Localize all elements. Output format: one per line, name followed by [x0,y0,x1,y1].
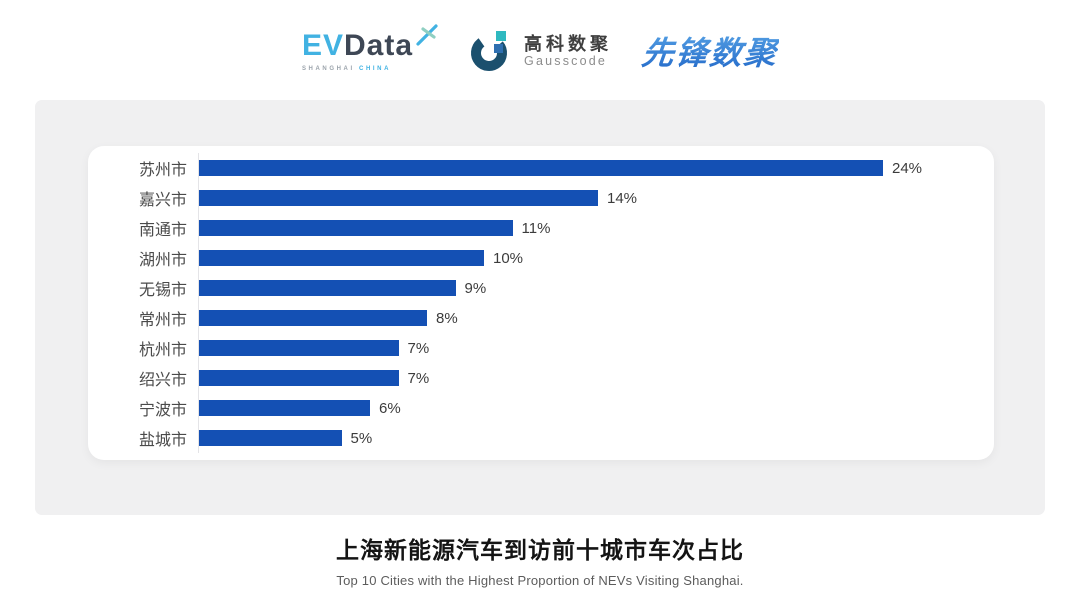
gausscode-mark-icon [471,31,508,71]
chart-title: 上海新能源汽车到访前十城市车次占比 [336,537,744,563]
category-label: 绍兴市 [138,372,187,389]
bar-track: 14% [198,183,980,213]
chart-row: 盐城市 5% [88,423,980,453]
value-label: 9% [464,279,487,297]
bar [199,340,399,356]
category-label: 杭州市 [138,342,187,359]
logo-header: EVData SHANGHAI CHINA 高科数聚 G [0,0,1080,96]
chart-panel: 苏州市 24% 嘉兴市 14% 南通市 11% 湖州市 10% 无锡市 9% 常州市 8% 杭州市 7% 绍… [35,100,1045,515]
evdata-tagline: SHANGHAI CHINA [302,66,391,72]
chart-row: 苏州市 24% [88,153,980,183]
bar-track: 7% [198,363,980,393]
chart-row: 无锡市 9% [88,273,980,303]
value-label: 8% [436,309,458,327]
category-label: 无锡市 [138,282,187,299]
value-label: 14% [607,189,638,207]
bar-track: 6% [198,393,980,423]
bar [199,310,427,326]
chart-row: 湖州市 10% [88,243,980,273]
chart-row: 宁波市 6% [88,393,980,423]
value-label: 24% [892,159,923,177]
value-label: 5% [350,429,373,447]
bar-track: 7% [198,333,980,363]
xianfeng-logo: 先锋数聚 [640,28,781,74]
xianfeng-text: 先锋数聚 [639,35,780,71]
category-label: 南通市 [138,222,187,239]
bar-track: 10% [198,243,980,273]
category-label: 苏州市 [138,162,187,179]
gausscode-logo: 高科数聚 Gausscode [469,28,612,74]
category-label: 嘉兴市 [138,192,187,209]
gausscode-en-text: Gausscode [524,53,608,68]
value-label: 6% [379,399,401,417]
category-label: 盐城市 [138,432,187,449]
evdata-wordmark: EVData [301,23,439,62]
bar-chart: 苏州市 24% 嘉兴市 14% 南通市 11% 湖州市 10% 无锡市 9% 常州市 8% 杭州市 7% 绍… [88,153,980,453]
bar [199,280,456,296]
evdata-shanghai-text: SHANGHAI [301,65,355,72]
chart-footer: 上海新能源汽车到访前十城市车次占比 Top 10 Cities with the… [0,531,1080,588]
value-label: 11% [521,219,551,237]
evdata-data-text: Data [343,28,414,62]
chart-row: 常州市 8% [88,303,980,333]
bar-track: 9% [198,273,980,303]
category-label: 常州市 [138,312,187,329]
chart-card: 苏州市 24% 嘉兴市 14% 南通市 11% 湖州市 10% 无锡市 9% 常州市 8% 杭州市 7% 绍… [88,146,994,460]
bar [199,160,883,176]
sparkle-icon [416,23,438,46]
bar [199,190,598,206]
evdata-logo: EVData SHANGHAI CHINA [301,23,439,72]
bar [199,250,484,266]
evdata-ev-text: EV [301,28,344,62]
category-label: 湖州市 [138,252,187,269]
bar-track: 8% [198,303,980,333]
bar [199,370,399,386]
chart-row: 嘉兴市 14% [88,183,980,213]
bar [199,400,370,416]
chart-row: 杭州市 7% [88,333,980,363]
evdata-china-text: CHINA [359,65,392,72]
chart-subtitle: Top 10 Cities with the Highest Proportio… [336,573,744,588]
gausscode-cn-text: 高科数聚 [524,33,613,54]
chart-row: 绍兴市 7% [88,363,980,393]
chart-row: 南通市 11% [88,213,980,243]
bar-track: 24% [198,153,980,183]
value-label: 10% [493,249,524,267]
value-label: 7% [407,339,430,357]
value-label: 7% [407,369,430,387]
category-label: 宁波市 [138,402,187,419]
bar-track: 11% [198,213,980,243]
bar [199,220,513,236]
bar [199,430,342,446]
gausscode-text: 高科数聚 Gausscode [524,34,612,69]
bar-track: 5% [198,423,980,453]
